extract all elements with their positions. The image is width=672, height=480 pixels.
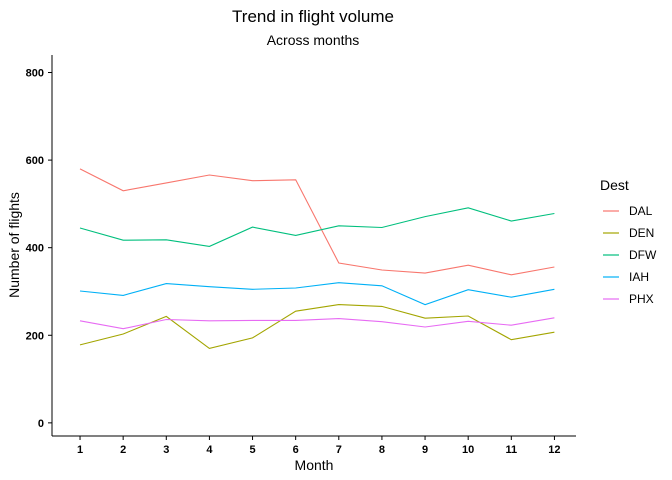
x-axis-title: Month	[295, 457, 334, 473]
legend-items: DAL DEN DFW IAH PHX	[603, 204, 657, 306]
x-tick-label: 10	[462, 444, 474, 456]
y-tick-label: 600	[26, 155, 44, 167]
legend-label-phx: PHX	[629, 292, 654, 306]
x-tick-label: 7	[336, 444, 342, 456]
chart-title: Trend in flight volume	[232, 7, 394, 26]
y-axis-title: Number of flights	[6, 192, 22, 298]
x-axis-ticks: 1 2 3 4 5 6 7 8 9 10 11 12	[77, 436, 561, 456]
legend-label-dfw: DFW	[629, 248, 657, 262]
y-tick-label: 400	[26, 243, 44, 255]
legend-title: Dest	[600, 177, 629, 193]
y-tick-label: 0	[38, 418, 44, 430]
legend-label-dal: DAL	[629, 204, 653, 218]
x-tick-label: 8	[379, 444, 385, 456]
series-lines	[79, 168, 555, 349]
series-line-dal	[79, 168, 555, 276]
chart-subtitle: Across months	[267, 32, 360, 48]
x-tick-label: 2	[120, 444, 126, 456]
x-tick-label: 12	[548, 444, 560, 456]
x-tick-label: 1	[77, 444, 83, 456]
series-line-iah	[79, 282, 555, 306]
y-axis-ticks: 0 200 400 600 800	[26, 68, 52, 430]
legend-label-iah: IAH	[629, 270, 649, 284]
y-tick-label: 200	[26, 330, 44, 342]
x-tick-label: 3	[163, 444, 169, 456]
x-tick-label: 6	[293, 444, 299, 456]
x-tick-label: 9	[422, 444, 428, 456]
series-line-dfw	[79, 207, 555, 247]
x-tick-label: 4	[206, 444, 213, 456]
y-tick-label: 800	[26, 68, 44, 80]
legend-label-den: DEN	[629, 226, 654, 240]
x-tick-label: 11	[505, 444, 517, 456]
legend: Dest DAL DEN DFW IAH PHX	[600, 177, 657, 306]
series-line-den	[79, 304, 555, 349]
x-tick-label: 5	[249, 444, 255, 456]
series-line-phx	[79, 317, 555, 330]
